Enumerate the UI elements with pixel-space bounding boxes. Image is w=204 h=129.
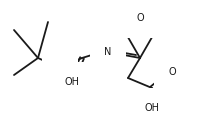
Text: O: O [168,67,176,77]
Text: N: N [104,47,112,57]
Text: O: O [56,63,64,73]
Text: O: O [136,13,144,23]
Text: OH: OH [144,103,160,113]
Text: OH: OH [64,77,80,87]
